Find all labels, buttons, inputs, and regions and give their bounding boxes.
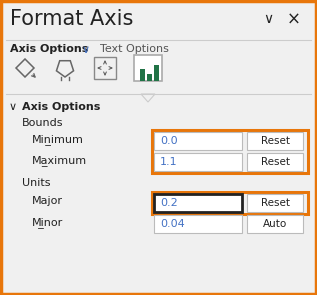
FancyBboxPatch shape (134, 55, 162, 81)
Text: Auto: Auto (263, 219, 287, 229)
Text: ×: × (287, 11, 301, 29)
Bar (140, 69, 145, 81)
Text: Bounds: Bounds (22, 118, 63, 128)
Text: Axis Options: Axis Options (22, 102, 100, 112)
FancyBboxPatch shape (247, 153, 303, 171)
Text: Major: Major (32, 196, 63, 206)
FancyBboxPatch shape (154, 132, 242, 150)
Text: Axis Options: Axis Options (10, 44, 88, 54)
Text: Reset: Reset (261, 136, 289, 146)
Text: Min̲imum: Min̲imum (32, 134, 84, 145)
Polygon shape (141, 94, 155, 102)
FancyBboxPatch shape (154, 215, 242, 233)
Text: ∨: ∨ (9, 102, 17, 112)
Text: Ma̲ximum: Ma̲ximum (32, 155, 87, 166)
Text: 0.04: 0.04 (160, 219, 185, 229)
Text: 0.0: 0.0 (160, 136, 178, 146)
FancyBboxPatch shape (154, 194, 242, 212)
Bar (147, 74, 152, 81)
FancyBboxPatch shape (247, 215, 303, 233)
Text: ∨: ∨ (263, 12, 273, 26)
FancyBboxPatch shape (247, 132, 303, 150)
Text: Text Options: Text Options (100, 44, 169, 54)
Text: 0.2: 0.2 (160, 198, 178, 208)
Text: Reset: Reset (261, 198, 289, 208)
FancyBboxPatch shape (247, 194, 303, 212)
Text: Mi̲nor: Mi̲nor (32, 217, 63, 228)
Text: ∨: ∨ (82, 45, 90, 55)
FancyBboxPatch shape (154, 153, 242, 171)
Text: Reset: Reset (261, 157, 289, 167)
Bar (154, 65, 159, 81)
Text: Units: Units (22, 178, 50, 188)
Text: Format Axis: Format Axis (10, 9, 133, 29)
Text: 1.1: 1.1 (160, 157, 178, 167)
